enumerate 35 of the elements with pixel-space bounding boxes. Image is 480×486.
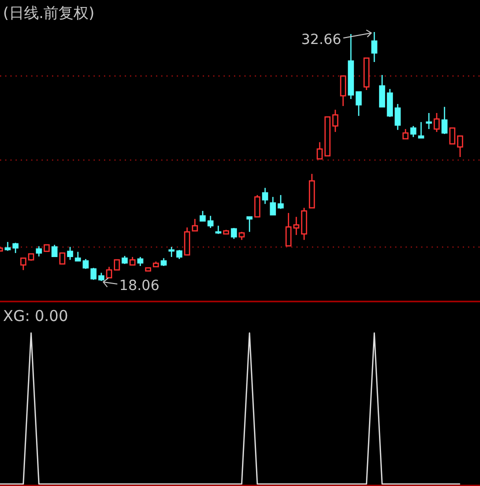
candlestick xyxy=(254,194,260,218)
candlestick xyxy=(200,210,206,222)
candlestick xyxy=(90,267,97,280)
candlestick xyxy=(441,106,448,135)
candlestick xyxy=(434,112,440,133)
annotation: 32.66 xyxy=(301,32,342,48)
candlestick xyxy=(418,121,424,139)
chart-title: XG: 0.00 xyxy=(3,307,68,325)
candlestick xyxy=(106,266,112,278)
candlestick xyxy=(114,259,120,271)
candlestick xyxy=(59,252,66,265)
candlestick xyxy=(36,246,42,258)
candlestick xyxy=(410,125,416,138)
candlestick xyxy=(285,212,292,246)
candlestick xyxy=(184,226,190,256)
candlestick xyxy=(262,187,268,205)
candlestick xyxy=(137,256,144,267)
candlestick xyxy=(67,246,74,260)
candlestick xyxy=(371,31,378,63)
candlestick xyxy=(51,244,58,258)
candlestick xyxy=(332,109,338,133)
candlestick xyxy=(168,246,175,258)
candlestick xyxy=(426,112,432,130)
candlestick xyxy=(402,128,409,140)
candlestick xyxy=(340,75,346,107)
candlestick xyxy=(316,142,323,160)
candlestick xyxy=(207,215,214,229)
candlestick xyxy=(4,241,11,252)
annotation: 18.06 xyxy=(119,278,160,294)
candlestick xyxy=(176,249,182,260)
candlestick xyxy=(215,225,222,235)
chart-title: (日线.前复权) xyxy=(3,4,94,22)
candlestick xyxy=(192,218,198,232)
candlestick xyxy=(379,74,386,108)
candlestick xyxy=(246,216,253,232)
